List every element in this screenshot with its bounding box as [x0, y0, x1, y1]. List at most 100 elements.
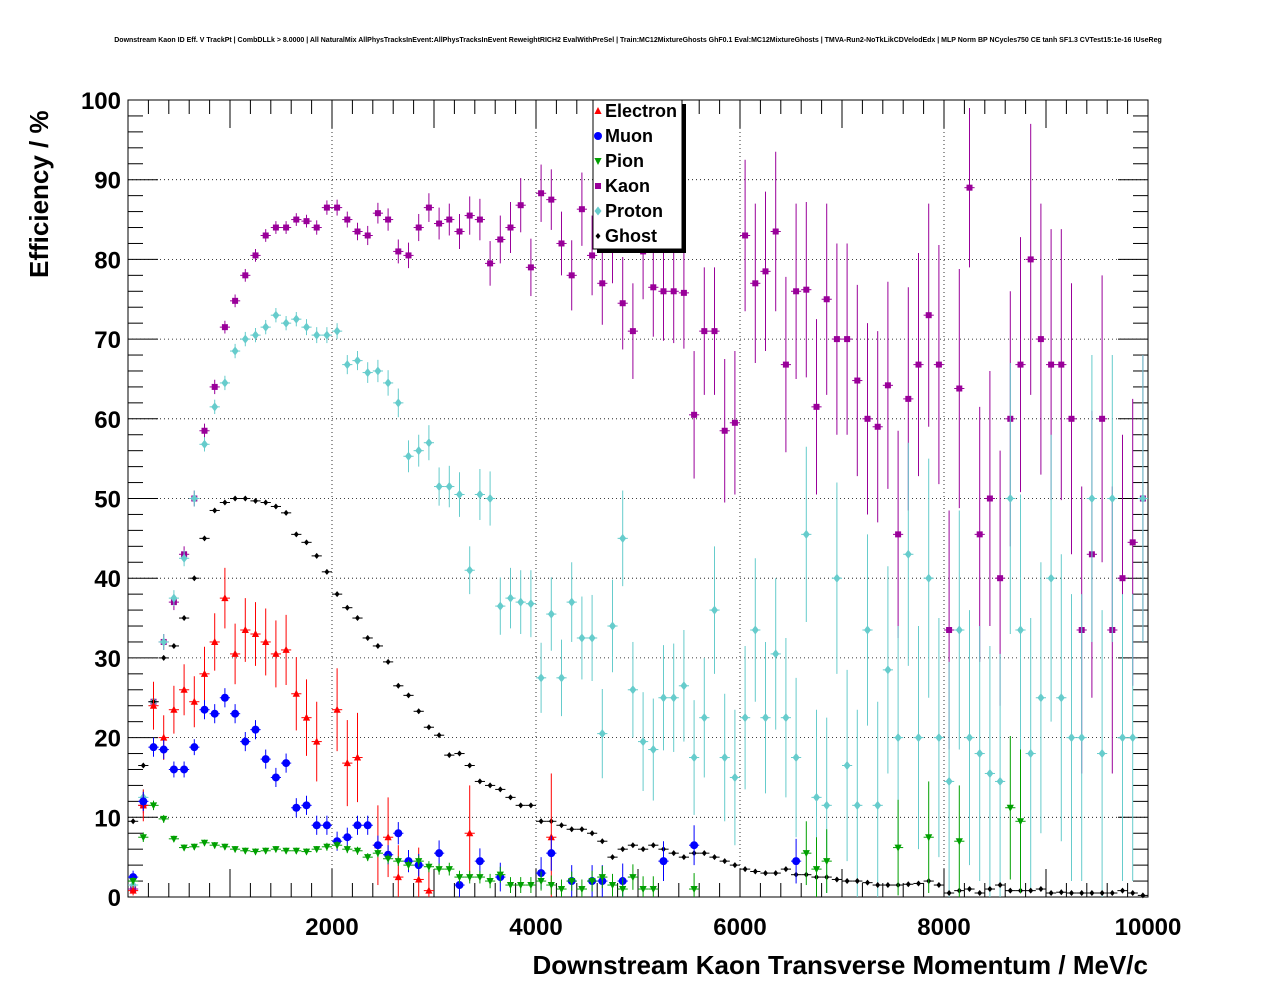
y-tick-label: 0 [108, 885, 121, 912]
electron-point [425, 886, 433, 894]
electron-point [262, 637, 270, 645]
y-tick-label: 50 [94, 487, 121, 514]
electron-point [272, 649, 280, 657]
y-tick-label: 40 [94, 566, 121, 593]
proton-point [986, 768, 994, 778]
series-ghost [128, 495, 1148, 899]
muon-point [159, 745, 168, 754]
pion-point [486, 878, 494, 886]
ghost-point [599, 838, 605, 845]
proton-point [792, 753, 800, 763]
proton-point [507, 593, 514, 603]
ghost-point [1048, 890, 1054, 897]
kaon-point [527, 264, 534, 271]
kaon-point [558, 240, 565, 247]
kaon-point [895, 531, 902, 538]
pion-point [211, 842, 219, 850]
kaon-point [935, 361, 942, 368]
kaon-point [986, 495, 993, 502]
pion-point [139, 834, 147, 842]
ghost-point [355, 615, 360, 622]
proton-point [190, 494, 198, 503]
ghost-point [1058, 889, 1064, 896]
proton-point [1017, 625, 1024, 635]
pion-point [1006, 804, 1014, 812]
ghost-point [997, 882, 1003, 889]
ghost-point [946, 890, 952, 897]
proton-point [904, 549, 912, 559]
proton-point [201, 439, 208, 449]
pion-point [466, 874, 474, 882]
proton-point [160, 637, 168, 647]
ghost-point [865, 879, 870, 886]
pion-point [333, 842, 341, 850]
electron-point [394, 873, 402, 881]
axis-ticks: 2000 4000 6000 8000 10000 0 10 20 30 40 50 60 70 80 90… [81, 88, 1181, 941]
pion-point [537, 878, 545, 886]
electron-point [231, 649, 239, 657]
ghost-point [334, 591, 340, 598]
ghost-point [283, 509, 289, 516]
pion-point [568, 878, 576, 886]
muon-point [261, 755, 270, 764]
proton-point [649, 745, 657, 755]
pion-point [272, 846, 280, 854]
ghost-point [732, 862, 738, 869]
kaon-point [344, 216, 351, 223]
proton-point [364, 368, 372, 378]
proton-point [782, 713, 790, 723]
muon-point [363, 821, 372, 830]
kaon-point [854, 377, 861, 384]
kaon-point [905, 395, 912, 402]
y-tick-label: 70 [94, 327, 121, 354]
ghost-point [406, 692, 411, 699]
ghost-point [467, 762, 473, 769]
proton-point [700, 713, 708, 723]
proton-point [578, 633, 586, 643]
kaon-point [1068, 415, 1075, 422]
proton-point [813, 792, 820, 802]
ghost-point [1079, 890, 1085, 897]
ghost-point [640, 846, 646, 853]
proton-point [1027, 749, 1035, 759]
kaon-point [242, 272, 249, 279]
proton-point [1068, 733, 1075, 743]
proton-point [527, 599, 535, 609]
kaon-point [956, 385, 963, 392]
muon-point [373, 841, 382, 850]
pion-point [415, 858, 423, 866]
pion-point [578, 886, 586, 894]
muon-point [292, 803, 301, 812]
kaon-point [354, 228, 361, 235]
muon-point [251, 725, 260, 734]
proton-point [211, 402, 219, 412]
legend-label-electron: Electron [605, 101, 677, 121]
ghost-point [936, 882, 942, 889]
proton-point [262, 322, 270, 332]
proton-point [1098, 749, 1106, 759]
kaon-point [313, 224, 320, 231]
kaon-point [456, 228, 463, 235]
ghost-point [916, 880, 921, 887]
kaon-point [262, 232, 269, 239]
proton-point [354, 356, 361, 366]
pion-point [282, 847, 290, 855]
muon-point [475, 857, 484, 866]
proton-point [1006, 494, 1014, 503]
proton-point [252, 330, 259, 340]
ghost-point [273, 503, 279, 510]
ghost-point [773, 870, 779, 877]
pion-point [547, 882, 555, 890]
proton-point [456, 490, 463, 500]
ghost-point [1028, 887, 1034, 894]
pion-point [129, 878, 137, 886]
pion-point [200, 839, 209, 847]
kaon-point [946, 627, 953, 634]
proton-point [690, 753, 698, 763]
proton-point [1139, 494, 1147, 503]
pion-point [221, 843, 229, 851]
kaon-point [1017, 361, 1024, 368]
kaon-point [497, 236, 504, 243]
series-electron [128, 567, 557, 897]
ghost-point [905, 881, 911, 888]
